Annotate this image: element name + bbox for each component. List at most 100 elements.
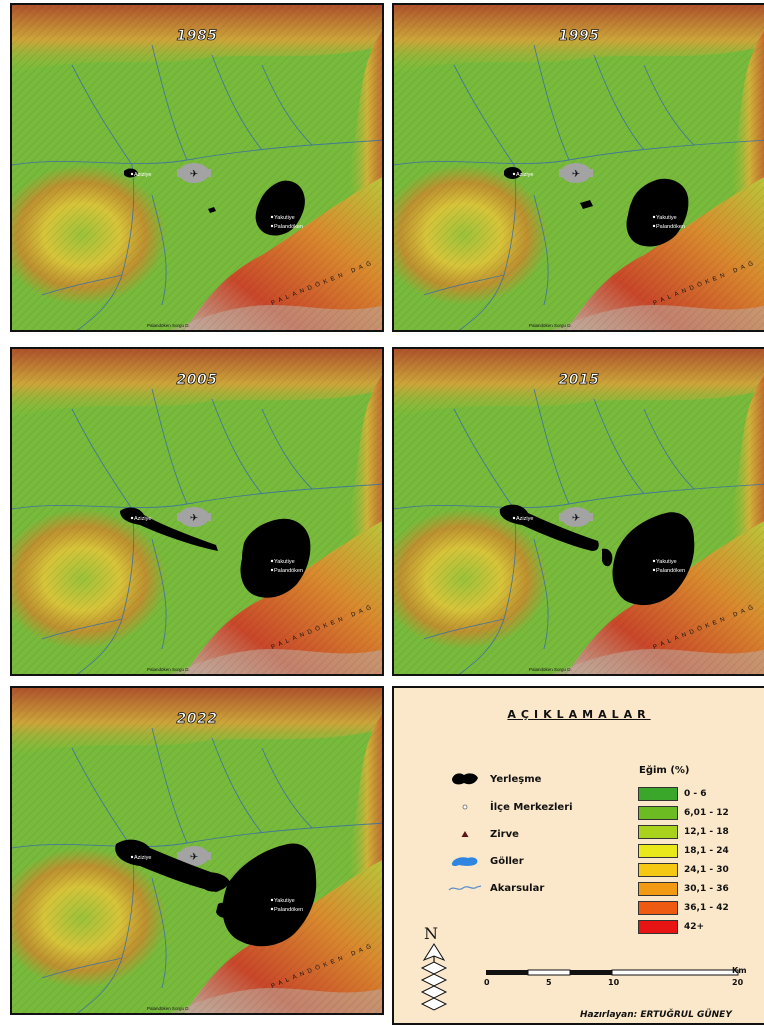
settlement-area [499, 504, 695, 606]
district-center-icon [652, 559, 656, 563]
label-aziziye: Aziziye [134, 516, 151, 522]
settlement-patch [255, 180, 305, 236]
settlement-patch [216, 902, 231, 918]
panel-1985: ✈ Aziziye Yakutiye Palandöken PALANDÖKEN… [10, 3, 384, 332]
airport-icon: ✈ [190, 852, 198, 863]
settlement-area [504, 167, 689, 247]
slope-label: 18,1 - 24 [684, 846, 729, 856]
label-palandoken: Palandöken [656, 568, 685, 574]
settlement-patch [208, 207, 216, 213]
legend-label: Akarsular [490, 882, 545, 894]
north-arrow: N [414, 924, 454, 1012]
slope-label: 12,1 - 18 [684, 827, 729, 837]
district-center-icon [512, 172, 516, 176]
scale-tick: 20 [732, 978, 744, 987]
label-summit: Palandöken Sorgu D. [147, 667, 190, 672]
legend-item-river: Akarsular [444, 879, 544, 897]
district-center-icon [270, 559, 274, 563]
airport-icon: ✈ [190, 169, 198, 180]
label-yakutiye: Yakutiye [274, 898, 295, 904]
panel-year: 1995 [558, 28, 600, 45]
label-yakutiye: Yakutiye [656, 559, 677, 565]
label-aziziye: Aziziye [134, 172, 151, 178]
settlement-area [115, 839, 317, 947]
district-center-icon [130, 516, 134, 520]
slope-class-row: 18,1 - 24 [638, 843, 729, 859]
airport-icon: ✈ [572, 513, 580, 524]
slope-swatch [638, 844, 678, 858]
panel-1995: ✈ Aziziye Yakutiye Palandöken PALANDÖKEN… [392, 3, 764, 332]
district-center-icon [270, 898, 274, 902]
slope-class-row: 36,1 - 42 [638, 900, 729, 916]
label-aziziye: Aziziye [134, 855, 151, 861]
slope-legend-title: Eğim (%) [639, 765, 690, 776]
district-center-icon [270, 568, 274, 572]
label-aziziye: Aziziye [516, 172, 533, 178]
slope-label: 0 - 6 [684, 789, 707, 799]
panel-year: 2022 [176, 711, 218, 728]
settlement-patch [504, 167, 522, 179]
airport-icon: ✈ [190, 513, 198, 524]
terrain-map: ✈ Aziziye Yakutiye Palandöken PALANDÖKEN… [12, 688, 382, 1013]
label-palandoken: Palandöken [656, 224, 685, 230]
label-summit: Palandöken Sorgu D. [147, 1006, 190, 1011]
settlement-patch [626, 178, 689, 247]
slope-label: 24,1 - 30 [684, 865, 729, 875]
label-aziziye: Aziziye [516, 516, 533, 522]
district-center-icon [652, 215, 656, 219]
district-center-icon [444, 798, 486, 816]
credit-text: Hazırlayan: ERTUĞRUL GÜNEY [580, 1010, 732, 1020]
label-summit: Palandöken Sorgu D. [529, 667, 572, 672]
legend-label: Göller [490, 855, 524, 867]
scale-tick: 0 [484, 978, 490, 987]
panel-2015: ✈ Aziziye Yakutiye Palandöken PALANDÖKEN… [392, 347, 764, 676]
district-center-icon [652, 568, 656, 572]
slope-class-row: 24,1 - 30 [638, 862, 729, 878]
district-center-icon [130, 172, 134, 176]
scale-tick: 10 [608, 978, 620, 987]
legend-label: Yerleşme [490, 773, 542, 785]
settlement-patch [198, 872, 230, 892]
panel-2022: ✈ Aziziye Yakutiye Palandöken PALANDÖKEN… [10, 686, 384, 1015]
scale-unit: Km [732, 966, 747, 975]
settlement-patch [612, 512, 695, 606]
settlement-patch [124, 168, 138, 178]
district-center-icon [512, 516, 516, 520]
terrain-map: ✈ Aziziye Yakutiye Palandöken PALANDÖKEN… [12, 5, 382, 330]
label-yakutiye: Yakutiye [656, 215, 677, 221]
slope-label: 6,01 - 12 [684, 808, 729, 818]
settlement-patch [115, 839, 224, 892]
slope-label: 42+ [684, 922, 705, 932]
district-center-icon [130, 855, 134, 859]
terrain-map: ✈ Aziziye Yakutiye Palandöken PALANDÖKEN… [12, 349, 382, 674]
summit-icon [444, 825, 486, 843]
label-palandoken: Palandöken [274, 224, 303, 230]
legend-label: Zirve [490, 828, 519, 840]
terrain-map: ✈ Aziziye Yakutiye Palandöken PALANDÖKEN… [394, 349, 764, 674]
scale-tick: 5 [546, 978, 552, 987]
label-yakutiye: Yakutiye [274, 559, 295, 565]
slope-class-row: 0 - 6 [638, 786, 707, 802]
legend-item-district: İlçe Merkezleri [444, 798, 573, 816]
airport-icon: ✈ [572, 169, 580, 180]
panel-year: 2005 [176, 372, 218, 389]
slope-swatch [638, 920, 678, 934]
slope-class-row: 6,01 - 12 [638, 805, 729, 821]
district-center-icon [270, 224, 274, 228]
compass-icon [420, 943, 448, 1011]
settlement-patch [499, 504, 599, 551]
river-icon [444, 879, 486, 897]
slope-swatch [638, 863, 678, 877]
settlement-patch [222, 843, 317, 947]
legend-item-settlement: Yerleşme [444, 770, 541, 788]
legend-panel: AÇIKLAMALAR Yerleşme İlçe Merkezleri Zir… [392, 686, 764, 1025]
legend-item-summit: Zirve [444, 825, 519, 843]
terrain-map: ✈ Aziziye Yakutiye Palandöken PALANDÖKEN… [394, 5, 764, 330]
district-center-icon [270, 215, 274, 219]
settlement-patch [120, 507, 218, 551]
slope-label: 30,1 - 36 [684, 884, 729, 894]
panel-year: 2015 [558, 372, 600, 389]
district-center-icon [652, 224, 656, 228]
district-center-icon [270, 907, 274, 911]
slope-label: 36,1 - 42 [684, 903, 729, 913]
